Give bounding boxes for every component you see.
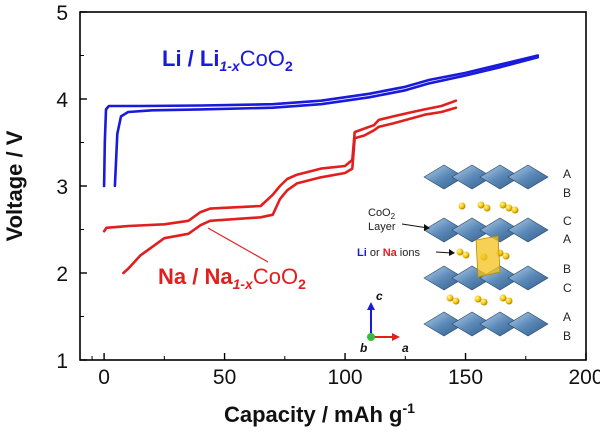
stacking-letter-1: A <box>563 167 571 181</box>
series-0-curve-0 <box>102 54 540 188</box>
axis-c-label: c <box>376 289 383 303</box>
ions-arrowhead <box>449 249 455 256</box>
coo2-layer-arrow <box>401 223 429 229</box>
y-tick-label: 2 <box>56 263 68 286</box>
ions-label: Li or Na ions <box>357 247 420 259</box>
axis-ticks <box>80 11 587 361</box>
coo2-layer-bottom <box>423 311 549 337</box>
na-series-label: Na / Na1-xCoO2 <box>158 264 306 292</box>
series-1-curve-0 <box>102 99 458 233</box>
crystal-structure-inset: A B C A B C A B CoO2 Layer Li or Na ions… <box>357 164 572 355</box>
y-tick-label: 5 <box>56 2 68 25</box>
li-series-label: Li / Li1-xCoO2 <box>162 46 293 74</box>
y-tick-label: 1 <box>56 350 68 373</box>
x-axis-title: Capacity / mAh g-1 <box>224 400 415 427</box>
axis-b-label: b <box>360 341 367 355</box>
y-tick-label: 4 <box>56 89 68 112</box>
coo2-layer-arrowhead <box>424 224 430 231</box>
crystal-axes: c a b <box>360 289 409 355</box>
coo2-layer-middle <box>423 217 549 243</box>
na-label-leader <box>207 227 269 263</box>
y-tick-label: 3 <box>56 176 68 199</box>
highlighted-prism <box>475 235 501 278</box>
stacking-letter-3: C <box>563 214 572 228</box>
x-tick-label: 50 <box>213 366 236 389</box>
ion-layer-1 <box>458 201 519 214</box>
series-1-curve-1 <box>122 106 458 275</box>
stacking-letter-4: A <box>563 232 571 246</box>
stacking-letter-8: B <box>563 329 571 343</box>
series-0-curve-1 <box>113 55 540 188</box>
x-tick-label: 100 <box>328 366 363 389</box>
ion-layer-3 <box>446 294 513 306</box>
curves-group <box>102 54 540 275</box>
coo2-layer-label: CoO2 <box>368 207 396 221</box>
axis-tick-labels: 0 50 100 150 200 1 2 3 4 5 <box>56 2 600 389</box>
stacking-letter-5: B <box>563 262 571 276</box>
y-axis-title: Voltage / V <box>2 130 27 241</box>
stacking-letter-2: B <box>563 186 571 200</box>
stacking-letter-7: A <box>563 310 571 324</box>
axis-a-label: a <box>402 341 409 355</box>
x-tick-label: 200 <box>568 366 600 389</box>
x-tick-label: 0 <box>98 366 110 389</box>
stacking-letter-6: C <box>563 281 572 295</box>
coo2-layer-label-2: Layer <box>368 221 396 233</box>
coo2-layer-top <box>423 164 549 190</box>
x-tick-label: 150 <box>448 366 483 389</box>
